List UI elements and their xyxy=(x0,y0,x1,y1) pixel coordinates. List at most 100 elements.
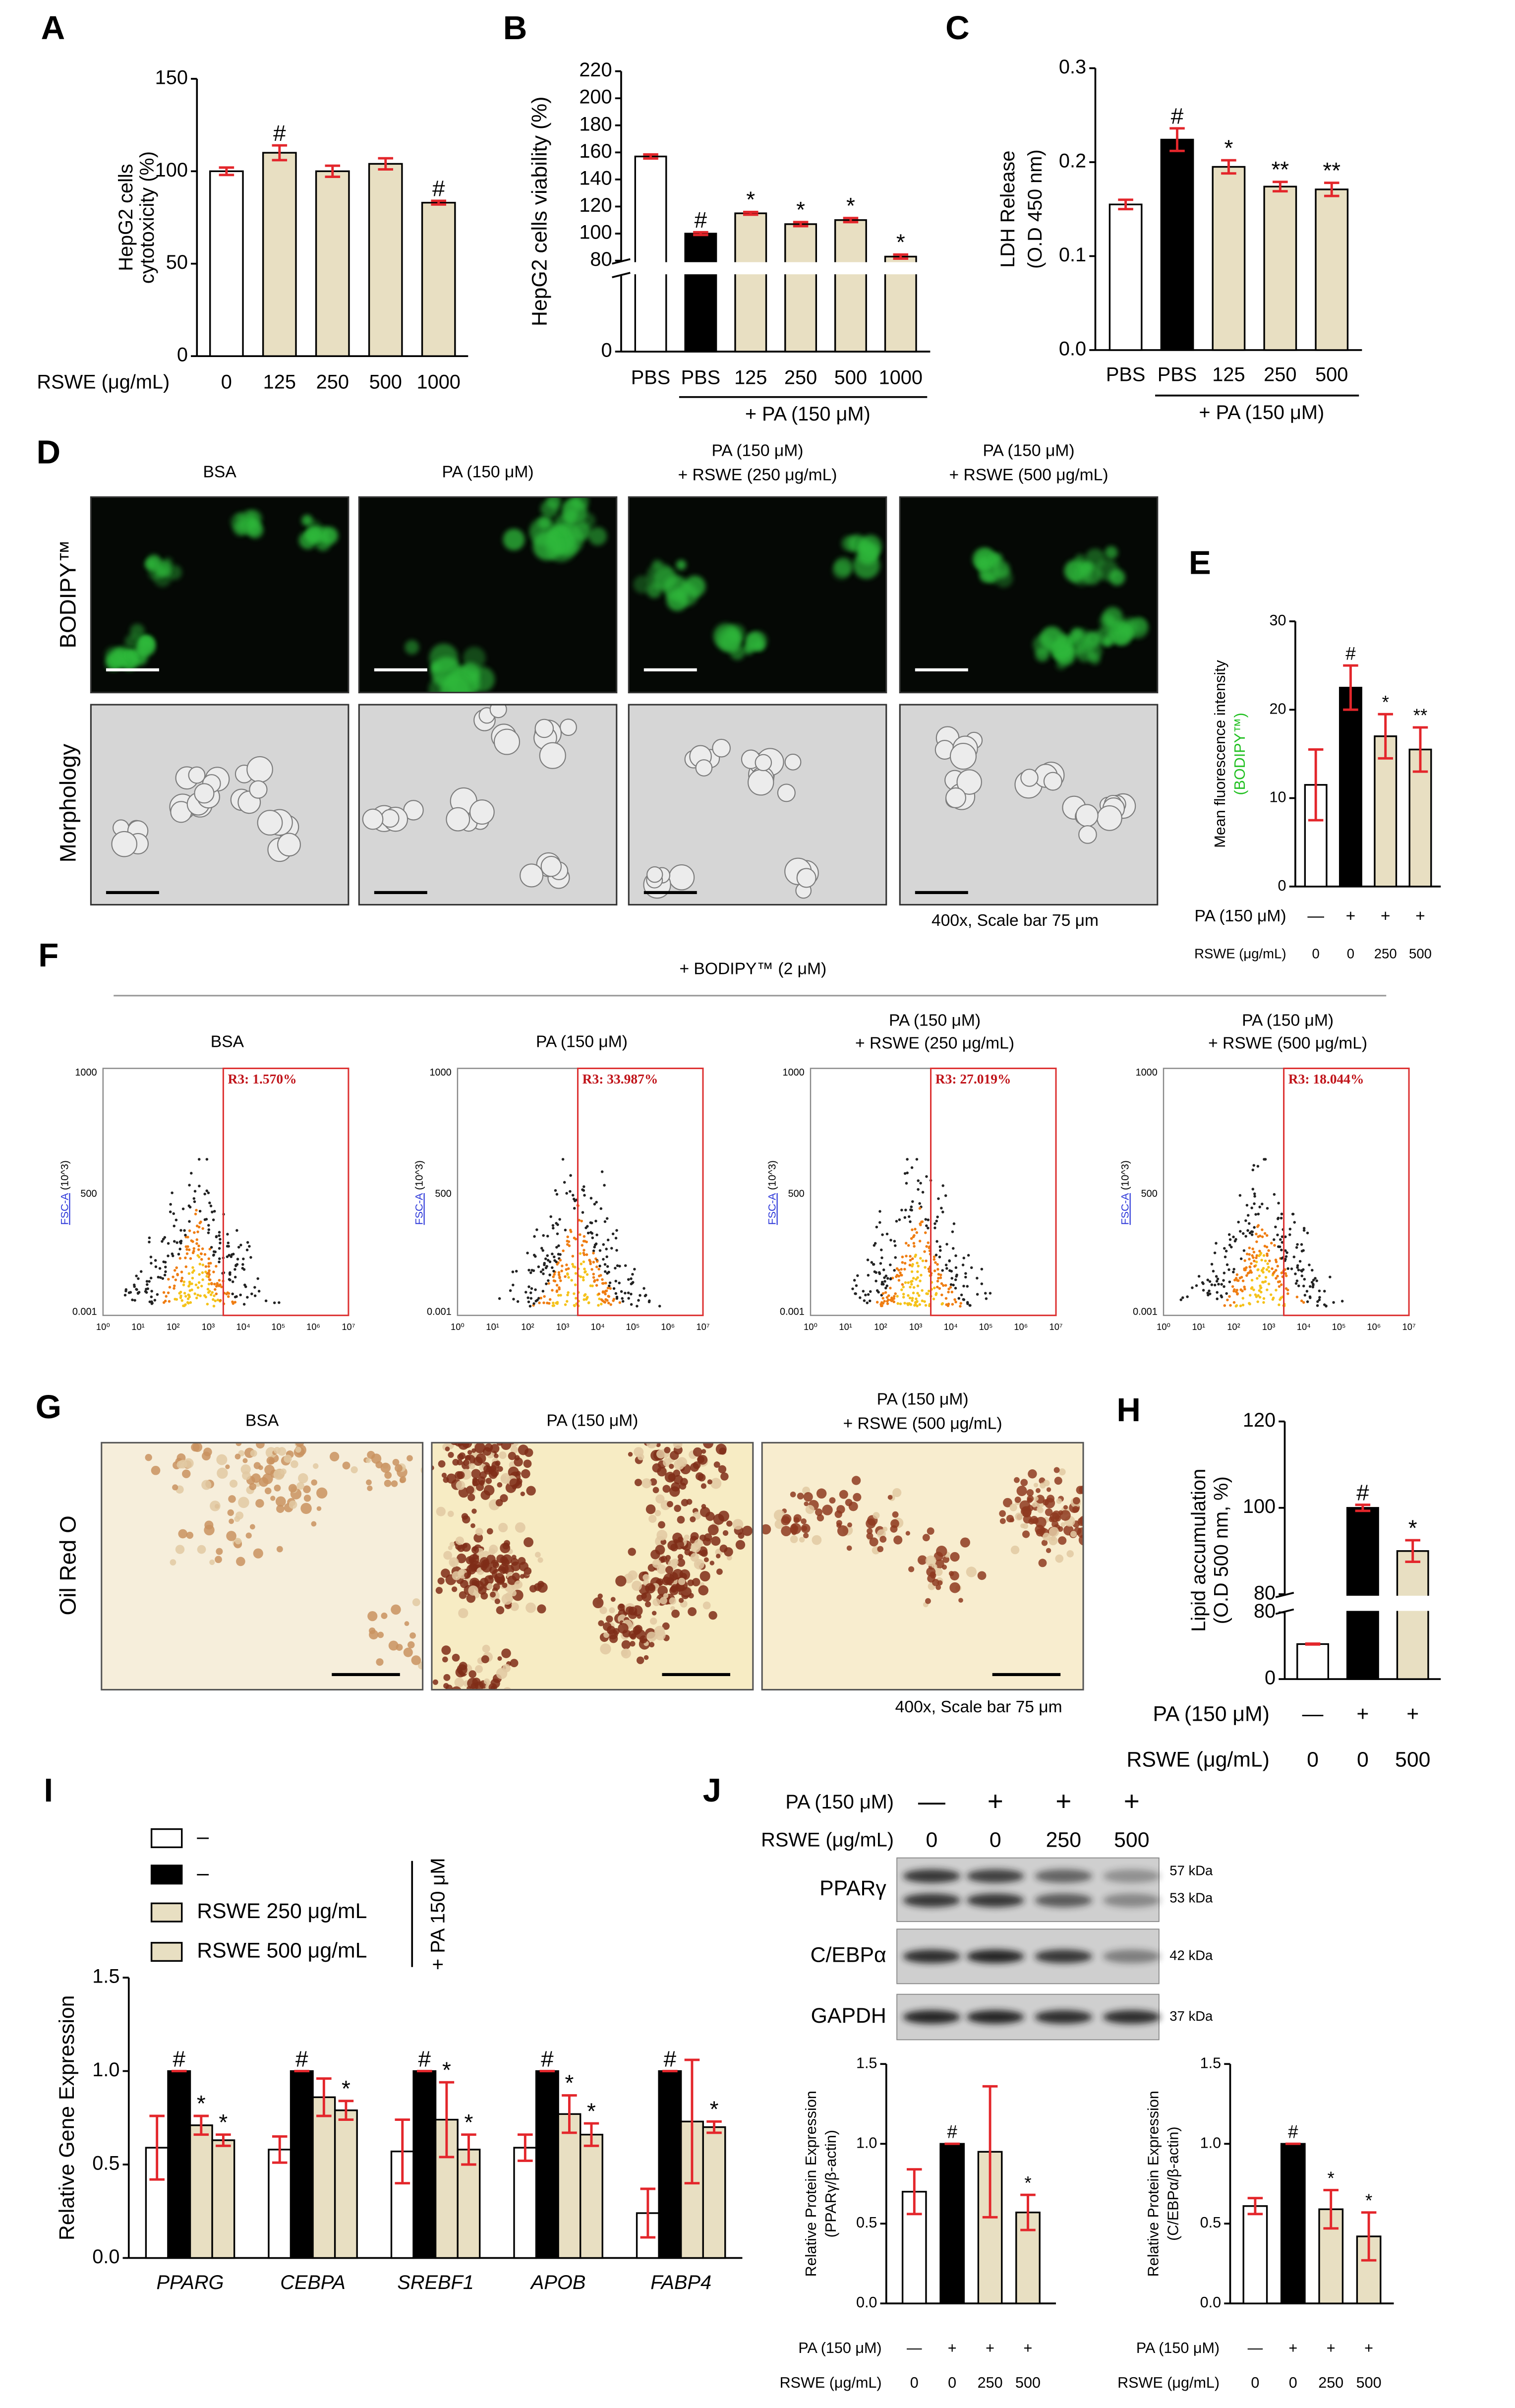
stained-cell xyxy=(494,1708,503,1717)
stained-cell xyxy=(255,1499,264,1508)
stained-cell xyxy=(797,1493,804,1500)
stained-cell xyxy=(1070,1531,1077,1538)
flow-event xyxy=(190,1172,193,1175)
flow-event xyxy=(910,1270,914,1273)
stained-cell xyxy=(456,1480,466,1490)
y-tick-label: 0.001 xyxy=(427,1307,452,1318)
flow-event xyxy=(573,1292,576,1295)
flow-event xyxy=(256,1277,259,1280)
flow-event xyxy=(560,1269,563,1272)
lipid-stain xyxy=(832,561,851,580)
x-tick-label: 10⁵ xyxy=(1332,1322,1346,1332)
flow-event xyxy=(883,1280,886,1283)
flow-event xyxy=(189,1301,192,1304)
flow-event xyxy=(1303,1294,1307,1297)
flow-event xyxy=(936,1279,939,1283)
flow-event xyxy=(899,1302,902,1306)
flow-event xyxy=(1213,1251,1217,1255)
flow-event xyxy=(195,1208,198,1212)
stained-cell xyxy=(431,1570,433,1575)
flow-event xyxy=(1275,1277,1278,1280)
flow-event xyxy=(864,1293,867,1297)
flow-event xyxy=(1228,1280,1231,1283)
stained-cell xyxy=(216,1454,228,1465)
flow-event xyxy=(1251,1254,1254,1257)
stained-cell xyxy=(816,1514,824,1522)
flow-event xyxy=(892,1300,896,1304)
stained-cell xyxy=(460,1416,470,1427)
flow-event xyxy=(1252,1256,1255,1259)
image-frame xyxy=(90,704,350,905)
flow-event xyxy=(952,1222,956,1225)
stained-cell xyxy=(718,1465,727,1474)
stained-cell xyxy=(449,1557,459,1567)
flow-event xyxy=(944,1264,948,1266)
gate xyxy=(222,1067,350,1317)
lipid-stain xyxy=(130,623,145,639)
significance-mark: * xyxy=(219,2109,228,2135)
stained-cell xyxy=(508,1451,517,1460)
error-bar xyxy=(1405,1539,1420,1564)
group-label: + PA (150 μM) xyxy=(1199,402,1324,423)
image-panel xyxy=(431,1416,753,1717)
flow-event xyxy=(890,1299,893,1302)
flow-event xyxy=(899,1273,903,1277)
flow-event xyxy=(556,1301,559,1304)
stained-cell xyxy=(1038,1559,1047,1567)
stained-cell xyxy=(679,1569,691,1580)
flow-event xyxy=(551,1224,555,1227)
stained-cell xyxy=(262,1432,270,1440)
flow-event xyxy=(233,1301,237,1304)
flow-event xyxy=(179,1279,183,1283)
bar xyxy=(315,170,350,357)
flow-event xyxy=(937,1272,940,1276)
bar xyxy=(684,233,717,353)
significance-mark: * xyxy=(1224,135,1233,161)
stained-cell xyxy=(432,1679,438,1685)
bar xyxy=(368,163,403,357)
flow-event xyxy=(618,1281,621,1284)
stained-cell xyxy=(488,1575,493,1580)
stained-cell xyxy=(1035,1516,1047,1528)
cell xyxy=(257,810,283,836)
flow-event xyxy=(146,1287,149,1290)
flow-event xyxy=(214,1299,217,1303)
x-tick-label: 10³ xyxy=(1262,1322,1276,1332)
flow-event xyxy=(658,1305,661,1308)
legend-swatch xyxy=(150,1828,183,1848)
panel-letter: G xyxy=(36,1388,61,1426)
flow-event xyxy=(1245,1266,1248,1269)
flow-event xyxy=(609,1287,612,1290)
stained-cell xyxy=(656,1529,668,1541)
flow-event xyxy=(1271,1267,1274,1270)
flow-event xyxy=(552,1275,555,1278)
blot-band xyxy=(966,1949,1024,1964)
flow-event xyxy=(592,1252,595,1255)
flow-event xyxy=(893,1240,896,1243)
stained-cell xyxy=(1046,1487,1051,1492)
flow-event xyxy=(1217,1282,1220,1286)
flow-event xyxy=(954,1266,958,1269)
flow-event xyxy=(1284,1249,1287,1252)
row-label: RSWE (μg/mL) xyxy=(780,2374,882,2391)
flow-event xyxy=(555,1222,558,1225)
stained-cell xyxy=(960,1537,970,1548)
stained-cell xyxy=(288,1484,297,1493)
stained-cell xyxy=(441,1472,447,1478)
flow-event xyxy=(227,1245,230,1248)
bar xyxy=(513,2147,537,2259)
flow-event xyxy=(561,1158,565,1161)
lipid-stain xyxy=(503,529,525,551)
flow-event xyxy=(201,1271,204,1274)
flow-event xyxy=(176,1272,179,1276)
flow-event xyxy=(903,1267,906,1271)
stained-cell xyxy=(1088,1534,1095,1540)
flow-event xyxy=(216,1298,220,1302)
flow-event xyxy=(924,1231,927,1234)
stained-cell xyxy=(697,1455,704,1463)
flow-event xyxy=(614,1237,618,1240)
flow-event xyxy=(532,1302,535,1305)
x-tick-label: APOB xyxy=(530,2272,585,2293)
flow-event xyxy=(527,1285,530,1288)
image-frame xyxy=(90,496,350,694)
